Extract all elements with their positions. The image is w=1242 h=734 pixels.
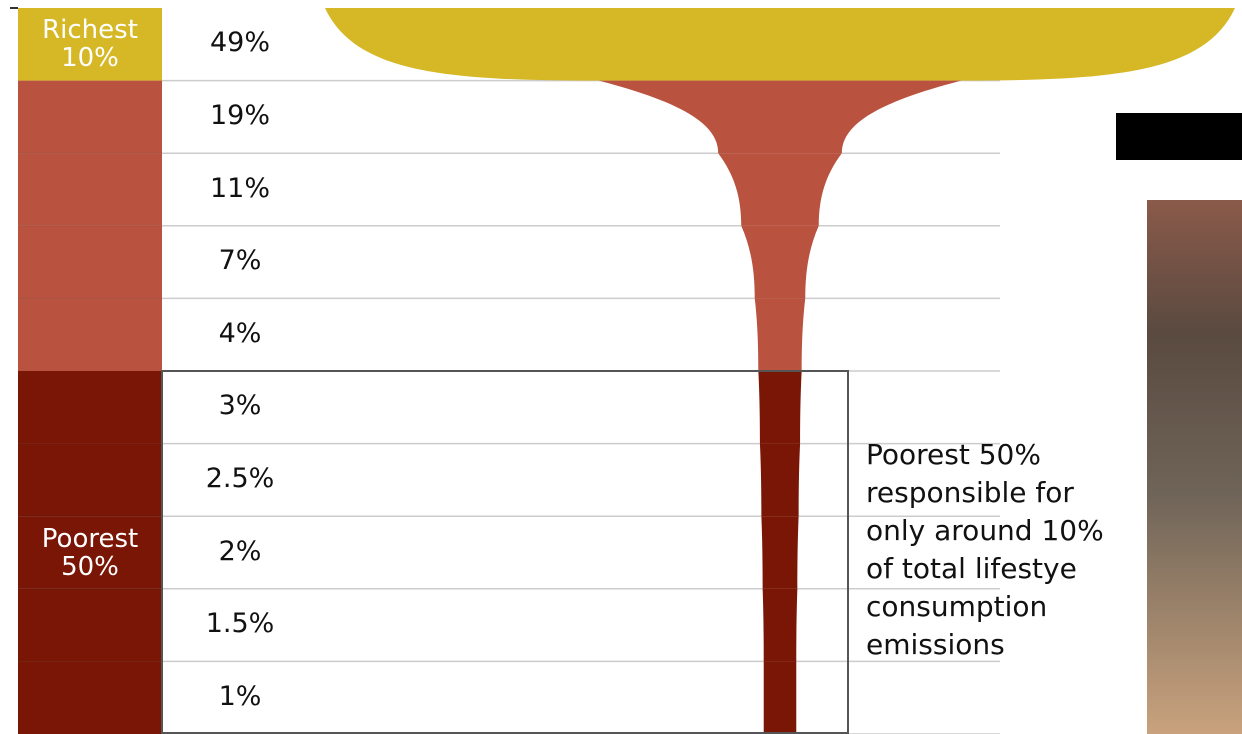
glass-segment (759, 443, 801, 517)
group-cell (18, 516, 162, 589)
value-label: 2.5% (205, 462, 275, 494)
value-label: 19% (209, 99, 270, 131)
group-label: Richest 10% (42, 15, 138, 74)
black-bar (1116, 113, 1242, 160)
value-label: 2% (218, 535, 262, 567)
value-label: 3% (218, 390, 262, 422)
glass-segment (761, 516, 799, 589)
glass-segment (758, 371, 802, 444)
group-cell (18, 80, 162, 154)
value-label: 1% (218, 680, 262, 712)
glass-segment (754, 298, 806, 371)
group-cell (18, 371, 162, 444)
group-cell (18, 661, 162, 734)
glass-segment (598, 80, 962, 154)
group-cell (18, 298, 162, 371)
group-cell (18, 443, 162, 517)
glass-segment (741, 225, 819, 299)
highlight-box (161, 370, 849, 734)
value-label: 11% (209, 172, 270, 204)
glass-segment (718, 153, 842, 226)
photo (1147, 200, 1242, 734)
value-label: 49% (209, 27, 270, 59)
value-label: 7% (218, 245, 262, 277)
value-label: 1.5% (205, 608, 275, 640)
value-label: 4% (218, 317, 262, 349)
annotation: Poorest 50% responsible for only around … (866, 438, 1104, 661)
glass-segment (762, 588, 798, 662)
group-label: Poorest 50% (41, 523, 139, 582)
group-cell (18, 588, 162, 662)
group-cell (18, 153, 162, 226)
glass-segment (325, 8, 1235, 81)
glass-segment (763, 661, 797, 734)
group-cell (18, 8, 162, 81)
group-cell (18, 225, 162, 299)
